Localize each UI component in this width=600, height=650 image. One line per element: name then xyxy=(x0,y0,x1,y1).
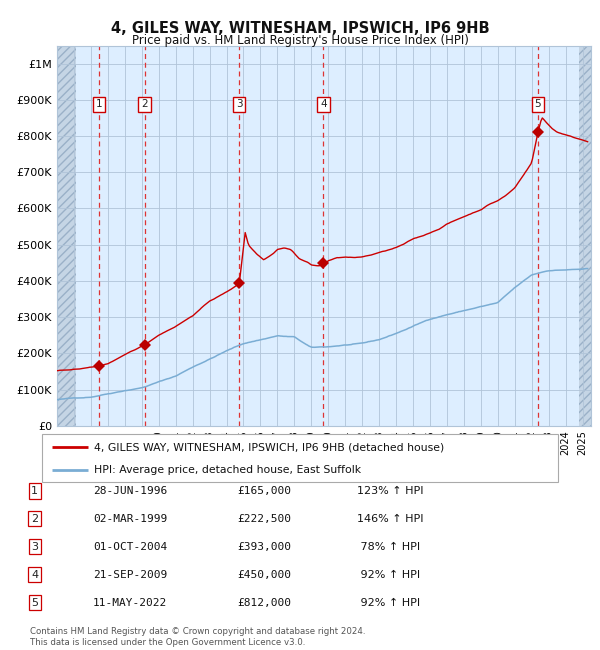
Text: 2: 2 xyxy=(31,514,38,524)
Text: 123% ↑ HPI: 123% ↑ HPI xyxy=(357,486,424,496)
Text: 92% ↑ HPI: 92% ↑ HPI xyxy=(357,597,420,608)
Text: £393,000: £393,000 xyxy=(237,541,291,552)
Text: 92% ↑ HPI: 92% ↑ HPI xyxy=(357,569,420,580)
Text: 5: 5 xyxy=(31,597,38,608)
Text: 1: 1 xyxy=(31,486,38,496)
Bar xyxy=(579,46,591,426)
Text: 2: 2 xyxy=(142,99,148,109)
Text: £165,000: £165,000 xyxy=(237,486,291,496)
Text: 1: 1 xyxy=(96,99,103,109)
Text: 11-MAY-2022: 11-MAY-2022 xyxy=(93,597,167,608)
Text: Contains HM Land Registry data © Crown copyright and database right 2024.
This d: Contains HM Land Registry data © Crown c… xyxy=(30,627,365,647)
FancyBboxPatch shape xyxy=(42,434,558,482)
Text: 02-MAR-1999: 02-MAR-1999 xyxy=(93,514,167,524)
Text: 146% ↑ HPI: 146% ↑ HPI xyxy=(357,514,424,524)
Text: 78% ↑ HPI: 78% ↑ HPI xyxy=(357,541,420,552)
Text: £222,500: £222,500 xyxy=(237,514,291,524)
Text: 21-SEP-2009: 21-SEP-2009 xyxy=(93,569,167,580)
Bar xyxy=(57,46,76,426)
Text: 01-OCT-2004: 01-OCT-2004 xyxy=(93,541,167,552)
Text: 4, GILES WAY, WITNESHAM, IPSWICH, IP6 9HB: 4, GILES WAY, WITNESHAM, IPSWICH, IP6 9H… xyxy=(110,21,490,36)
Text: £450,000: £450,000 xyxy=(237,569,291,580)
Text: 28-JUN-1996: 28-JUN-1996 xyxy=(93,486,167,496)
Text: £812,000: £812,000 xyxy=(237,597,291,608)
Text: Price paid vs. HM Land Registry's House Price Index (HPI): Price paid vs. HM Land Registry's House … xyxy=(131,34,469,47)
Text: 4, GILES WAY, WITNESHAM, IPSWICH, IP6 9HB (detached house): 4, GILES WAY, WITNESHAM, IPSWICH, IP6 9H… xyxy=(94,442,444,452)
Text: 5: 5 xyxy=(535,99,541,109)
Bar xyxy=(579,46,591,426)
Text: 4: 4 xyxy=(31,569,38,580)
Text: 4: 4 xyxy=(320,99,327,109)
Text: 3: 3 xyxy=(31,541,38,552)
Text: 3: 3 xyxy=(236,99,242,109)
Bar xyxy=(57,46,76,426)
Text: HPI: Average price, detached house, East Suffolk: HPI: Average price, detached house, East… xyxy=(94,465,361,475)
